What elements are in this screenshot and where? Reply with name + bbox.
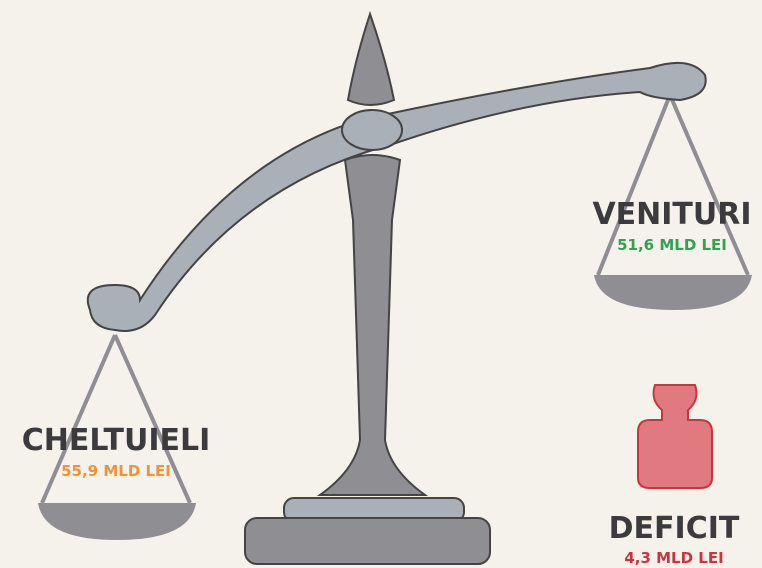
right-pan bbox=[594, 275, 752, 310]
pivot bbox=[341, 109, 403, 151]
weight bbox=[637, 384, 713, 489]
label: DEFICIT bbox=[609, 511, 740, 546]
post bbox=[316, 154, 429, 496]
base-bottom bbox=[244, 517, 491, 565]
right-strings bbox=[596, 94, 750, 276]
left-pan bbox=[38, 503, 196, 540]
value: 51,6 MLD LEI bbox=[617, 236, 727, 254]
value: 55,9 MLD LEI bbox=[61, 462, 171, 480]
spire bbox=[346, 10, 396, 106]
label: VENITURI bbox=[592, 197, 751, 232]
value: 4,3 MLD LEI bbox=[624, 549, 723, 567]
beam bbox=[86, 61, 707, 332]
left-strings bbox=[40, 334, 192, 504]
label: CHELTUIELI bbox=[22, 423, 211, 458]
